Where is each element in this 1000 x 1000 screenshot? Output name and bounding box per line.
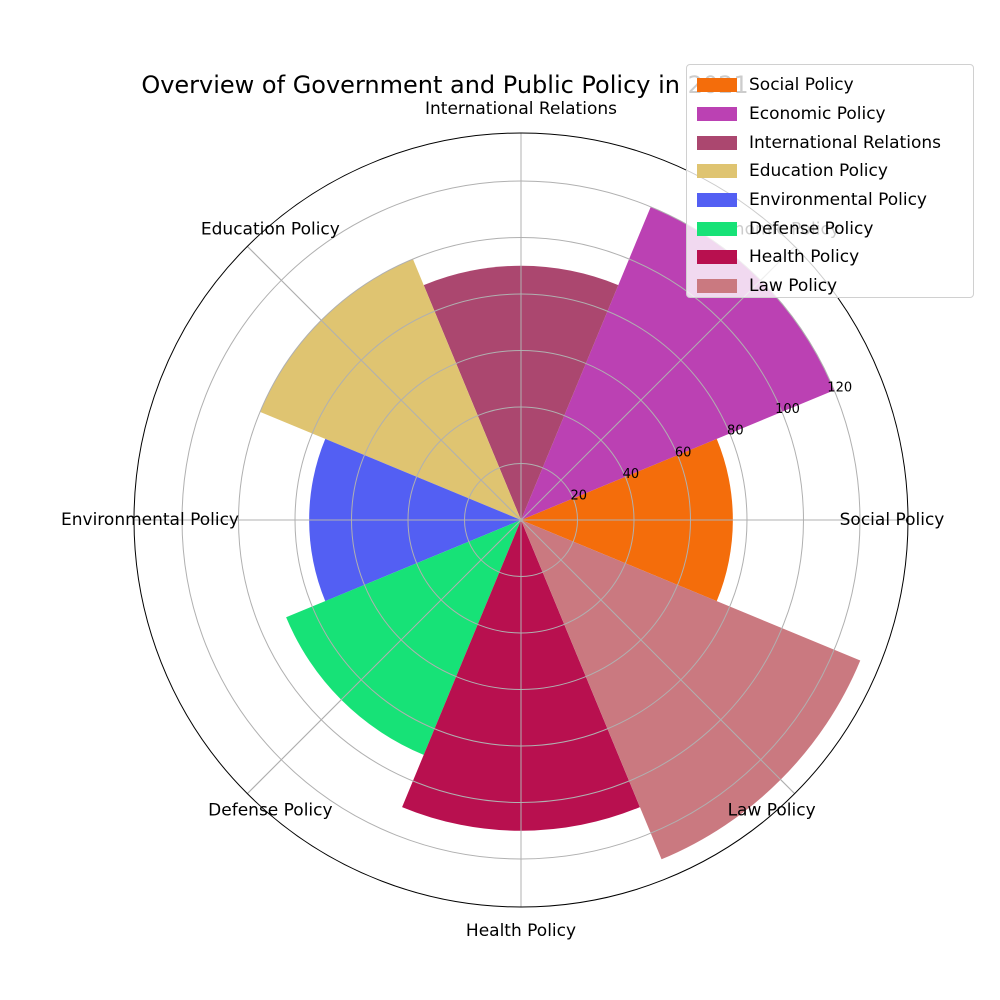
legend-item: Health Policy bbox=[697, 243, 963, 272]
category-label: Law Policy bbox=[728, 801, 816, 821]
category-label: International Relations bbox=[425, 99, 617, 119]
radial-tick-label: 100 bbox=[775, 402, 800, 417]
legend-item: Education Policy bbox=[697, 157, 963, 186]
legend-swatch bbox=[697, 164, 737, 179]
legend-swatch bbox=[697, 221, 737, 236]
legend-swatch bbox=[697, 135, 737, 150]
category-label: Social Policy bbox=[840, 510, 945, 530]
legend-swatch bbox=[697, 250, 737, 265]
legend-label: Environmental Policy bbox=[749, 190, 927, 211]
polar-bars bbox=[260, 206, 861, 860]
legend: Social Policy Economic Policy Internationa… bbox=[686, 64, 974, 298]
legend-swatch bbox=[697, 193, 737, 208]
polar-overlay bbox=[133, 132, 909, 908]
spoke-overlay bbox=[246, 519, 522, 795]
legend-label: Economic Policy bbox=[749, 104, 886, 125]
outer-frame bbox=[133, 132, 909, 908]
legend-label: Social Policy bbox=[749, 75, 854, 96]
radial-tick-label: 60 bbox=[675, 445, 692, 460]
legend-label: Health Policy bbox=[749, 247, 860, 268]
radial-tick-label: 20 bbox=[570, 489, 587, 504]
radial-tick-label: 80 bbox=[727, 424, 744, 439]
legend-item: Environmental Policy bbox=[697, 186, 963, 215]
legend-item: Defense Policy bbox=[697, 214, 963, 243]
legend-label: Education Policy bbox=[749, 161, 888, 182]
radial-tick-label: 40 bbox=[623, 467, 640, 482]
legend-swatch bbox=[697, 78, 737, 93]
legend-item: International Relations bbox=[697, 128, 963, 157]
legend-item: Economic Policy bbox=[697, 100, 963, 129]
legend-label: Defense Policy bbox=[749, 218, 874, 239]
category-label: Defense Policy bbox=[208, 801, 332, 821]
category-label: Education Policy bbox=[201, 219, 340, 239]
legend-item: Social Policy bbox=[697, 71, 963, 100]
legend-item: Law Policy bbox=[697, 272, 963, 301]
radial-ticks: 20 40 60 80 100 120 bbox=[570, 380, 852, 503]
category-label: Health Policy bbox=[466, 921, 576, 941]
legend-label: International Relations bbox=[749, 132, 941, 153]
legend-swatch bbox=[697, 279, 737, 294]
legend-label: Law Policy bbox=[749, 276, 838, 297]
category-label: Environmental Policy bbox=[61, 510, 239, 530]
spoke-overlay bbox=[246, 245, 522, 521]
radial-tick-label: 120 bbox=[827, 380, 852, 395]
legend-swatch bbox=[697, 107, 737, 122]
spoke-overlay bbox=[520, 519, 796, 795]
chart-title: Overview of Government and Public Policy… bbox=[141, 71, 748, 99]
